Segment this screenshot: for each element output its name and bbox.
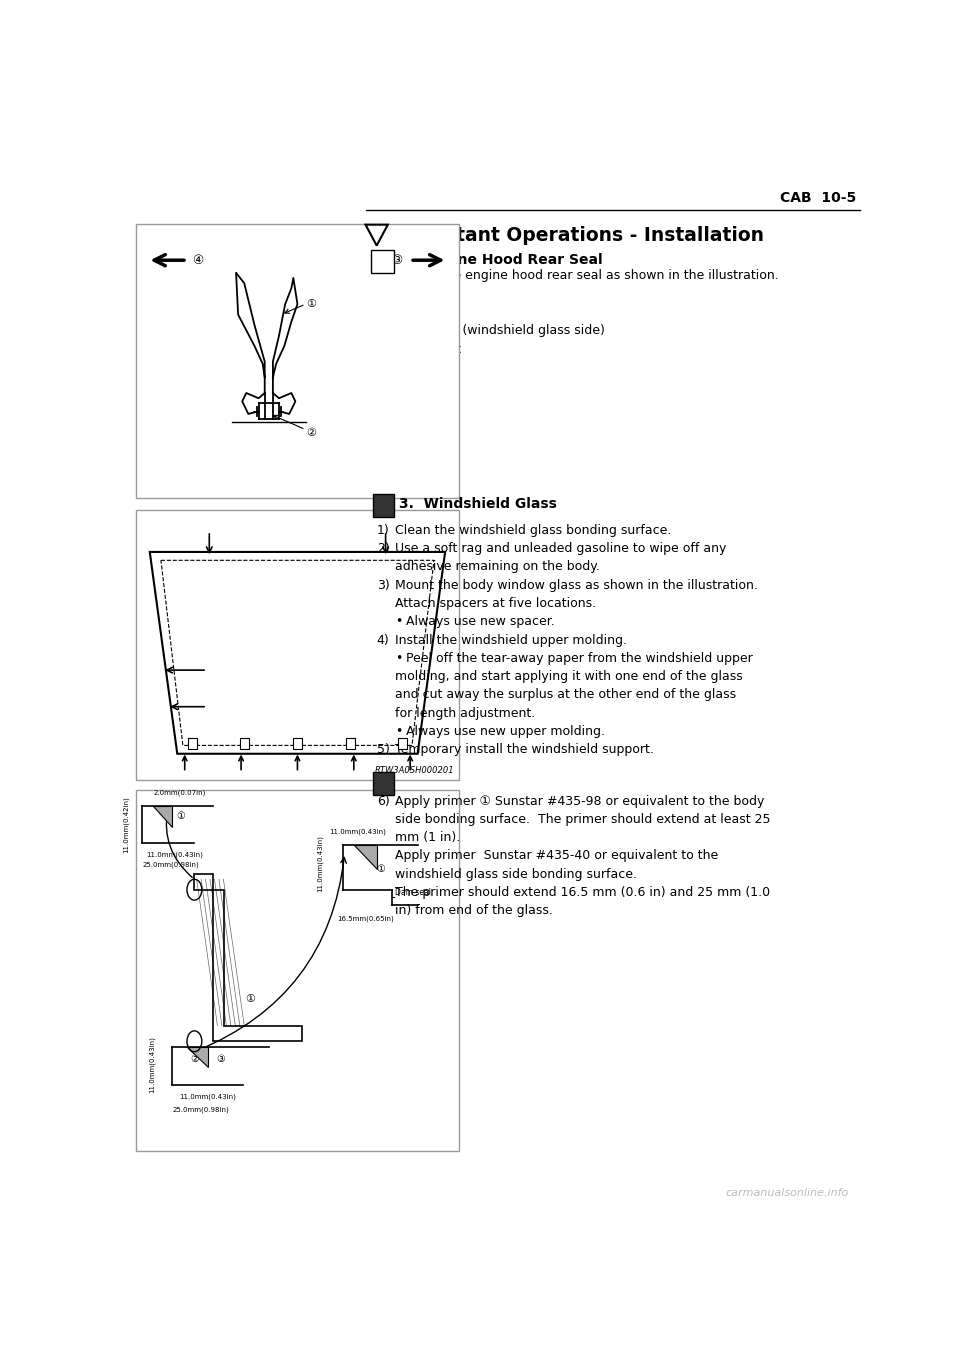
Polygon shape bbox=[354, 845, 376, 869]
Text: side bonding surface.  The primer should extend at least 25: side bonding surface. The primer should … bbox=[396, 813, 771, 826]
Text: carmanualsonline.info: carmanualsonline.info bbox=[726, 1188, 849, 1198]
Text: 25.0mm(0.98in): 25.0mm(0.98in) bbox=[172, 1107, 228, 1112]
Text: ①: ① bbox=[376, 864, 385, 873]
Text: CAB  10-5: CAB 10-5 bbox=[780, 190, 856, 205]
Text: 3.  Windshield Glass: 3. Windshield Glass bbox=[399, 497, 557, 511]
Text: The primer should extend 16.5 mm (0.6 in) and 25 mm (1.0: The primer should extend 16.5 mm (0.6 in… bbox=[396, 885, 771, 899]
Text: ①: ① bbox=[306, 299, 317, 310]
Text: Dam seal: Dam seal bbox=[396, 888, 431, 898]
Text: 25.0mm(0.98in): 25.0mm(0.98in) bbox=[142, 861, 199, 868]
Text: Clean the windshield glass bonding surface.: Clean the windshield glass bonding surfa… bbox=[396, 524, 672, 536]
Text: Mount the body window glass as shown in the illustration.: Mount the body window glass as shown in … bbox=[396, 579, 758, 592]
Text: Always use new upper molding.: Always use new upper molding. bbox=[406, 725, 606, 737]
FancyBboxPatch shape bbox=[240, 739, 250, 748]
Text: Always use new spacer.: Always use new spacer. bbox=[406, 615, 555, 629]
Text: for length adjustment.: for length adjustment. bbox=[396, 706, 536, 720]
Text: molding, and start applying it with one end of the glass: molding, and start applying it with one … bbox=[396, 669, 743, 683]
Text: 11.0mm(0.43in): 11.0mm(0.43in) bbox=[329, 828, 387, 835]
Text: 11.0mm(0.42in): 11.0mm(0.42in) bbox=[122, 797, 129, 853]
Text: Temporary install the windshield support.: Temporary install the windshield support… bbox=[396, 743, 654, 756]
FancyBboxPatch shape bbox=[372, 494, 394, 517]
Text: 6): 6) bbox=[376, 794, 390, 808]
FancyBboxPatch shape bbox=[398, 739, 407, 748]
Text: and cut away the surplus at the other end of the glass: and cut away the surplus at the other en… bbox=[396, 689, 736, 701]
Text: 1): 1) bbox=[376, 524, 390, 536]
Polygon shape bbox=[154, 807, 172, 827]
Text: ③ : Rear (windshield glass side): ③ : Rear (windshield glass side) bbox=[406, 323, 606, 337]
Text: •: • bbox=[396, 652, 402, 665]
FancyBboxPatch shape bbox=[136, 224, 459, 497]
Text: Important Operations - Installation: Important Operations - Installation bbox=[394, 225, 764, 244]
Text: Attach spacers at five locations.: Attach spacers at five locations. bbox=[396, 598, 596, 610]
FancyBboxPatch shape bbox=[372, 250, 394, 273]
Text: ①: ① bbox=[176, 812, 184, 822]
Text: 11.0mm(0.43in): 11.0mm(0.43in) bbox=[317, 835, 324, 892]
Text: 11.0mm(0.43in): 11.0mm(0.43in) bbox=[148, 1036, 155, 1093]
Text: Apply primer ① Sunstar #435-98 or equivalent to the body: Apply primer ① Sunstar #435-98 or equiva… bbox=[396, 794, 765, 808]
Text: RTW3A0SH000201: RTW3A0SH000201 bbox=[375, 766, 455, 774]
FancyBboxPatch shape bbox=[293, 739, 301, 748]
Text: Install the engine hood rear seal as shown in the illustration.: Install the engine hood rear seal as sho… bbox=[399, 269, 779, 282]
Text: ②: ② bbox=[190, 1054, 199, 1065]
Text: ③: ③ bbox=[216, 1054, 225, 1065]
Text: 4): 4) bbox=[376, 633, 390, 646]
Text: in) from end of the glass.: in) from end of the glass. bbox=[396, 904, 553, 918]
Text: Apply primer  Sunstar #435-40 or equivalent to the: Apply primer Sunstar #435-40 or equivale… bbox=[396, 850, 718, 862]
Text: •: • bbox=[396, 725, 402, 737]
Text: Peel off the tear-away paper from the windshield upper: Peel off the tear-away paper from the wi… bbox=[406, 652, 754, 665]
Text: 11.0mm(0.43in): 11.0mm(0.43in) bbox=[180, 1093, 236, 1100]
FancyBboxPatch shape bbox=[188, 739, 197, 748]
Text: 16.5mm(0.65in): 16.5mm(0.65in) bbox=[337, 915, 394, 922]
Text: ④: ④ bbox=[192, 254, 204, 266]
Text: 1.  Engine Hood Rear Seal: 1. Engine Hood Rear Seal bbox=[399, 253, 603, 268]
FancyBboxPatch shape bbox=[136, 511, 459, 779]
Text: 2): 2) bbox=[376, 542, 390, 555]
Text: ①: ① bbox=[245, 994, 255, 1005]
Text: ① : Seal: ① : Seal bbox=[406, 287, 457, 299]
Text: •: • bbox=[396, 615, 402, 629]
Text: mm (1 in).: mm (1 in). bbox=[396, 831, 461, 845]
Text: ②: ② bbox=[306, 428, 317, 437]
Text: Install the windshield upper molding.: Install the windshield upper molding. bbox=[396, 633, 627, 646]
Text: 3): 3) bbox=[376, 579, 390, 592]
Text: 2.0mm(0.07in): 2.0mm(0.07in) bbox=[154, 789, 205, 796]
FancyBboxPatch shape bbox=[136, 790, 459, 1152]
Text: ③: ③ bbox=[392, 254, 403, 266]
Text: Use a soft rag and unleaded gasoline to wipe off any: Use a soft rag and unleaded gasoline to … bbox=[396, 542, 727, 555]
Text: ④ : Front: ④ : Front bbox=[406, 342, 462, 356]
Text: ② : Clip: ② : Clip bbox=[406, 306, 453, 318]
Text: 5): 5) bbox=[376, 743, 390, 756]
Text: adhesive remaining on the body.: adhesive remaining on the body. bbox=[396, 561, 600, 573]
Text: 11.0mm(0.43in): 11.0mm(0.43in) bbox=[146, 851, 203, 857]
Text: windshield glass side bonding surface.: windshield glass side bonding surface. bbox=[396, 868, 637, 881]
FancyBboxPatch shape bbox=[372, 771, 394, 794]
Polygon shape bbox=[187, 1047, 207, 1067]
FancyBboxPatch shape bbox=[346, 739, 354, 748]
